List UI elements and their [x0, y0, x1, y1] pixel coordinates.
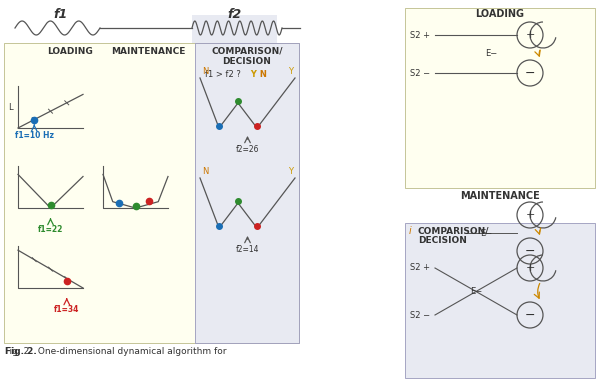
Text: S2 −: S2 − — [410, 69, 430, 77]
Text: COMPARISON/
DECISION: COMPARISON/ DECISION — [211, 47, 283, 66]
Text: S2 −: S2 − — [410, 311, 430, 319]
Text: E−: E− — [480, 229, 492, 237]
Text: f1=22: f1=22 — [38, 225, 63, 234]
Text: DECISION: DECISION — [418, 236, 467, 245]
Text: Y: Y — [288, 167, 293, 176]
Text: MAINTENANCE: MAINTENANCE — [111, 47, 185, 56]
Text: f1: f1 — [53, 8, 67, 21]
Text: COMPARISON/: COMPARISON/ — [418, 226, 490, 235]
Text: E−: E− — [485, 49, 497, 59]
Bar — [405, 223, 595, 378]
Text: LOADING: LOADING — [476, 9, 524, 19]
Text: LOADING: LOADING — [47, 47, 93, 56]
Text: S2 +: S2 + — [410, 31, 430, 39]
Text: −: − — [525, 67, 535, 80]
Text: N: N — [257, 70, 267, 79]
Text: Y: Y — [248, 70, 257, 79]
Text: −: − — [525, 244, 535, 257]
Bar — [195, 43, 299, 343]
Text: f1=10 Hz: f1=10 Hz — [15, 131, 54, 140]
Bar — [405, 8, 595, 188]
Text: Fig. 2.: Fig. 2. — [5, 347, 37, 356]
Text: S2 +: S2 + — [410, 264, 430, 272]
Text: +: + — [526, 210, 535, 220]
Text: N: N — [202, 67, 208, 76]
Text: −: − — [525, 308, 535, 321]
Text: E−: E− — [470, 287, 482, 296]
Text: MAINTENANCE: MAINTENANCE — [460, 191, 540, 201]
Text: f1=34: f1=34 — [54, 305, 79, 314]
Text: f1 > f2 ?: f1 > f2 ? — [205, 70, 241, 79]
Text: L: L — [8, 103, 13, 111]
Text: f2=26: f2=26 — [236, 145, 259, 154]
Text: Y: Y — [288, 67, 293, 76]
Bar — [192, 15, 277, 43]
Text: i: i — [409, 226, 412, 236]
Text: +: + — [526, 30, 535, 40]
Text: N: N — [202, 167, 208, 176]
Text: Fig. 2.  One-dimensional dynamical algorithm for: Fig. 2. One-dimensional dynamical algori… — [5, 347, 227, 356]
Text: +: + — [526, 263, 535, 273]
Bar — [4, 43, 299, 343]
Text: f2=14: f2=14 — [236, 245, 259, 254]
Text: f2: f2 — [228, 8, 242, 21]
